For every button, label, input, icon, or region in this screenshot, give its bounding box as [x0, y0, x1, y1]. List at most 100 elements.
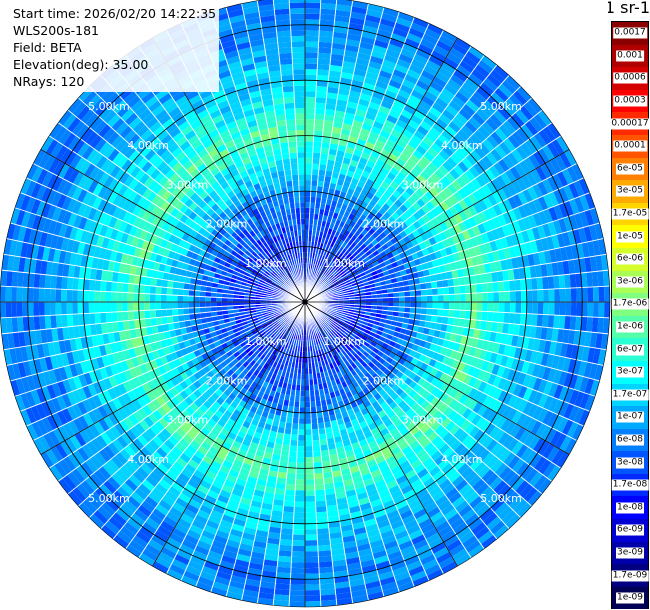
- data-bin: [387, 310, 394, 316]
- data-bin: [388, 484, 401, 495]
- data-bin: [58, 223, 68, 238]
- data-bin: [125, 429, 137, 442]
- data-bin: [107, 476, 121, 491]
- data-bin: [91, 257, 99, 269]
- data-bin: [359, 420, 368, 429]
- data-bin: [145, 475, 159, 488]
- data-bin: [358, 438, 369, 447]
- data-bin: [189, 439, 201, 451]
- data-bin: [459, 530, 475, 544]
- data-bin: [61, 393, 72, 408]
- data-bin: [318, 343, 323, 350]
- data-bin: [149, 302, 156, 311]
- data-bin: [149, 309, 157, 319]
- data-bin: [450, 517, 465, 530]
- data-bin: [33, 273, 41, 289]
- data-bin: [531, 313, 538, 327]
- data-bin: [211, 287, 218, 293]
- data-bin: [140, 327, 148, 337]
- data-bin: [100, 280, 107, 292]
- data-bin: [465, 539, 481, 554]
- data-bin: [356, 491, 369, 501]
- data-bin: [554, 302, 561, 316]
- data-bin: [248, 33, 264, 42]
- data-bin: [352, 476, 364, 485]
- data-bin: [224, 455, 236, 465]
- data-bin: [35, 403, 47, 420]
- data-bin: [234, 160, 245, 169]
- data-bin: [528, 435, 541, 450]
- data-bin: [175, 497, 189, 509]
- data-bin: [305, 451, 314, 458]
- data-bin: [249, 299, 256, 302]
- data-bin: [219, 560, 235, 570]
- data-bin: [77, 313, 85, 326]
- data-bin: [112, 512, 127, 527]
- data-bin: [270, 425, 279, 433]
- data-bin: [343, 478, 354, 487]
- data-bin: [282, 86, 294, 93]
- data-bin: [233, 518, 247, 527]
- data-bin: [291, 174, 299, 181]
- data-bin: [244, 326, 251, 333]
- data-bin: [337, 400, 345, 408]
- data-bin: [11, 286, 17, 302]
- data-bin: [270, 326, 277, 332]
- data-bin: [92, 209, 103, 223]
- data-bin: [261, 256, 268, 263]
- data-bin: [262, 234, 269, 242]
- data-bin: [136, 466, 150, 480]
- data-bin: [94, 280, 101, 292]
- data-bin: [408, 318, 415, 326]
- data-bin: [187, 415, 198, 426]
- data-bin: [246, 240, 254, 248]
- data-bin: [327, 351, 333, 358]
- data-bin: [166, 294, 173, 302]
- data-bin: [227, 305, 234, 311]
- data-bin: [298, 362, 302, 369]
- data-bin: [551, 449, 565, 466]
- data-bin: [287, 191, 294, 198]
- data-bin: [236, 242, 244, 250]
- data-bin: [193, 158, 204, 169]
- data-bin: [275, 114, 286, 122]
- data-bin: [200, 312, 207, 319]
- data-bin: [259, 15, 276, 23]
- data-bin: [515, 302, 522, 314]
- data-bin: [170, 217, 180, 228]
- data-bin: [132, 438, 145, 451]
- data-bin: [5, 286, 12, 302]
- data-bin: [76, 483, 91, 499]
- data-bin: [293, 333, 297, 340]
- data-bin: [55, 443, 68, 460]
- data-bin: [452, 317, 460, 327]
- data-bin: [216, 292, 223, 298]
- data-bin: [238, 295, 245, 299]
- data-bin: [336, 497, 348, 505]
- data-bin: [240, 246, 248, 254]
- data-bin: [222, 549, 238, 560]
- data-bin: [98, 141, 112, 156]
- data-bin: [129, 265, 137, 276]
- data-bin: [474, 320, 482, 330]
- data-bin: [562, 329, 570, 344]
- data-bin: [340, 349, 347, 356]
- data-bin: [318, 561, 333, 568]
- data-bin: [527, 389, 538, 404]
- data-bin: [226, 591, 243, 601]
- data-bin: [58, 340, 67, 354]
- data-bin: [234, 235, 243, 243]
- data-bin: [257, 345, 265, 352]
- data-bin: [285, 208, 292, 216]
- data-bin: [313, 384, 319, 391]
- data-bin: [45, 328, 53, 343]
- data-bin: [501, 405, 513, 419]
- data-bin: [393, 306, 400, 312]
- data-bin: [277, 239, 284, 247]
- data-bin: [405, 407, 415, 418]
- data-bin: [265, 548, 279, 556]
- data-bin: [291, 259, 295, 266]
- data-bin: [402, 550, 418, 561]
- data-bin: [12, 332, 21, 348]
- data-bin: [271, 263, 278, 269]
